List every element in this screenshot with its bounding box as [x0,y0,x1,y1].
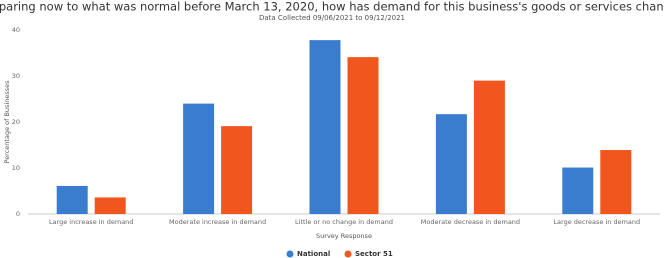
y-tick-label: 20 [12,118,20,126]
bar [562,167,594,214]
bar [221,126,253,214]
x-tick-label: Little or no change in demand [295,218,393,226]
bar [94,197,126,214]
bar [56,185,88,214]
x-axis-label: Survey Response [316,232,372,240]
x-tick-label: Large decrease in demand [553,218,640,226]
bar [435,114,467,214]
legend-marker [344,250,352,258]
bar [600,150,632,214]
y-axis-label: Percentage of Businesses [3,80,11,164]
bar [183,103,215,214]
bar [473,80,505,214]
bar [309,40,341,215]
y-tick-label: 0 [16,210,20,218]
y-tick-label: 30 [12,72,20,80]
x-tick-label: Moderate decrease in demand [421,218,520,226]
y-tick-label: 10 [12,164,20,172]
bar [347,57,379,214]
x-tick-label: Large increase in demand [49,218,134,226]
chart-subtitle: Data Collected 09/06/2021 to 09/12/2021 [259,14,405,22]
legend-label: National [297,250,330,258]
legend-marker [286,250,294,258]
x-tick-label: Moderate increase in demand [169,218,266,226]
y-tick-label: 40 [12,26,20,34]
legend-label: Sector 51 [355,250,393,258]
chart-title: Comparing now to what was normal before … [0,0,664,14]
